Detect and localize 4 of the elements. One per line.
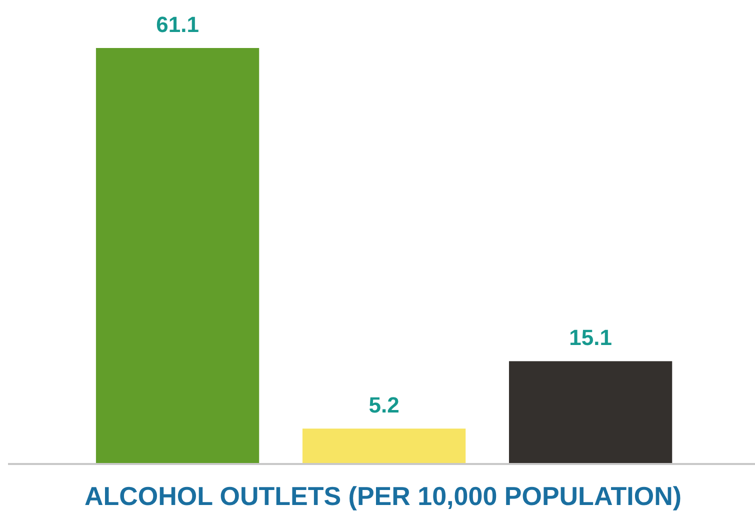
data-label: 5.2 <box>368 392 400 418</box>
x-axis-title: ALCOHOL OUTLETS (PER 10,000 POPULATION) <box>84 481 682 511</box>
data-label: 61.1 <box>156 12 199 37</box>
data-label: 15.1 <box>569 325 612 350</box>
